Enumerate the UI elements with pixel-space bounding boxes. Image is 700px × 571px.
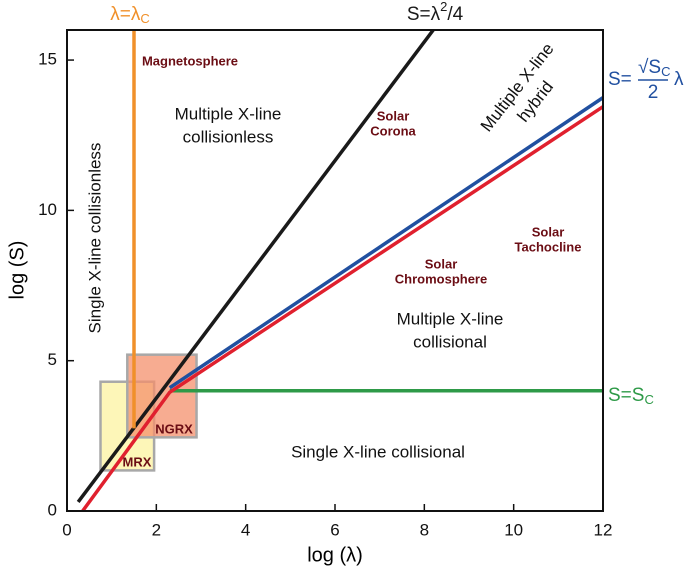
- line-label: S=SC: [608, 385, 654, 407]
- object-label: Corona: [370, 123, 416, 138]
- annotation-text: collisionless: [183, 127, 274, 146]
- annotation-text: Multiple X-line: [175, 104, 282, 123]
- object-label: Solar: [377, 108, 410, 123]
- line-label-sup: 2: [440, 0, 447, 14]
- line-label-part: /4: [447, 4, 463, 25]
- line-label: λ: [674, 69, 684, 90]
- y-tick-label: 10: [38, 200, 57, 219]
- object-label: Solar: [425, 256, 458, 271]
- annotation: Single X-line collisional: [291, 442, 465, 461]
- annotation-text: Single X-line collisional: [291, 442, 465, 461]
- region-label: MRX: [123, 454, 152, 469]
- x-tick-label: 4: [241, 520, 250, 539]
- annotation: Single X-line collisionless: [85, 143, 104, 334]
- line-label: λ=λC: [110, 4, 150, 26]
- annotation-text: Multiple X-line: [397, 309, 504, 328]
- x-axis-title: log (λ): [307, 544, 363, 566]
- annotation-text: collisional: [413, 332, 487, 351]
- series-line: [76, 30, 435, 504]
- y-axis-title: log (S): [6, 241, 28, 300]
- x-tick-label: 2: [152, 520, 161, 539]
- object-label: Chromosphere: [395, 271, 487, 286]
- line-label-sub: C: [661, 64, 670, 79]
- y-tick-label: 0: [48, 500, 57, 519]
- series-line: [81, 105, 603, 511]
- line-label: S=λ2/4: [407, 0, 464, 25]
- x-tick-label: 12: [594, 520, 613, 539]
- line-label: √SC: [638, 57, 671, 79]
- series-line: [168, 96, 603, 390]
- object-label: Solar: [532, 224, 565, 239]
- x-tick-label: 10: [504, 520, 523, 539]
- line-label-sub: C: [644, 392, 653, 407]
- annotation: Multiple X-line collisionless: [175, 104, 282, 146]
- line-label-part: S=λ: [407, 4, 441, 25]
- line-label: 2: [648, 82, 659, 103]
- plot-lines: [76, 30, 603, 511]
- x-tick-label: 6: [330, 520, 339, 539]
- line-label-part: λ=λ: [110, 4, 141, 25]
- object-label: Magnetosphere: [142, 53, 238, 68]
- annotation: Multiple X-line collisional: [397, 309, 504, 351]
- x-tick-label: 8: [420, 520, 429, 539]
- object-label: Tachocline: [515, 239, 582, 254]
- line-label-part: √S: [638, 57, 661, 78]
- annotation-text: Single X-line collisionless: [85, 143, 104, 334]
- line-label-sub: C: [140, 11, 149, 26]
- line-label-part: S=S: [608, 385, 644, 406]
- y-tick-label: 15: [38, 50, 57, 69]
- x-tick-label: 0: [62, 520, 71, 539]
- line-label: S=: [608, 69, 632, 90]
- region-label: NGRX: [155, 421, 193, 436]
- y-tick-label: 5: [48, 350, 57, 369]
